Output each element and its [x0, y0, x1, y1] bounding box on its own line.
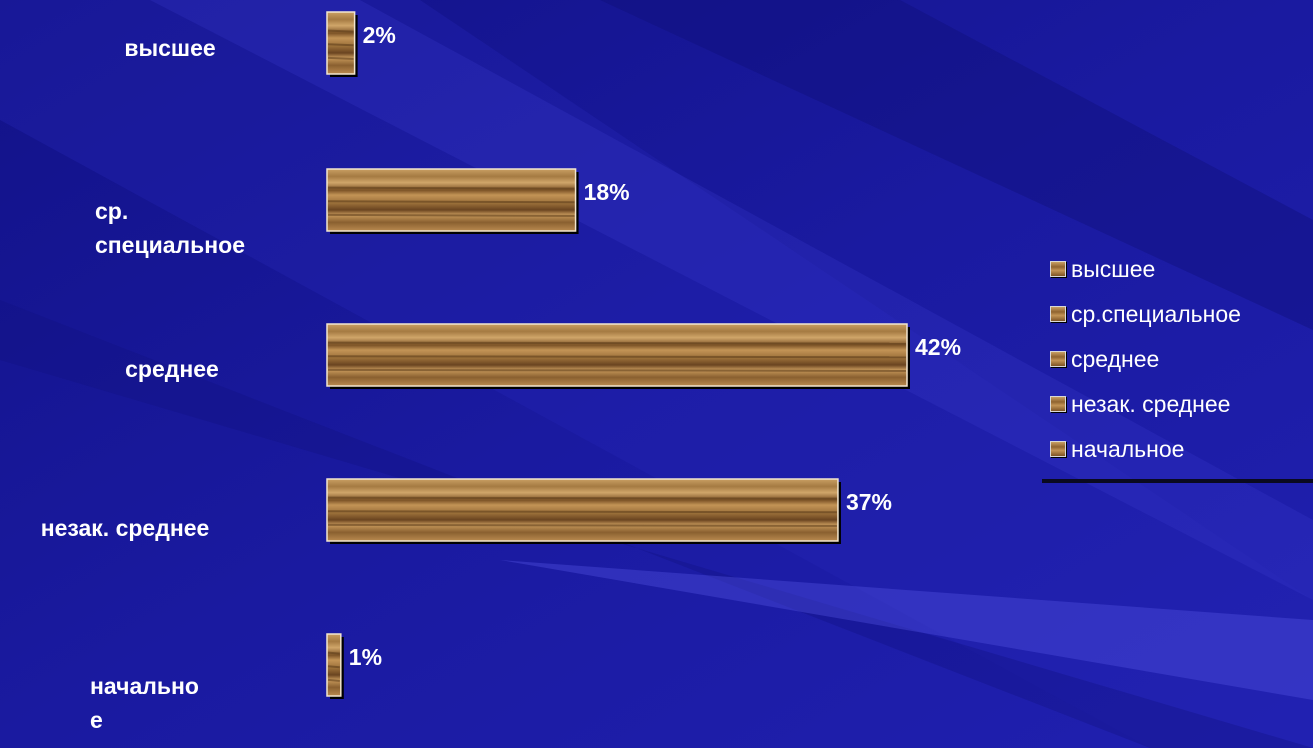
legend-item-5: начальное	[1050, 432, 1184, 466]
category-label-2: ср. специальное	[95, 198, 246, 258]
bar-4	[326, 478, 839, 542]
bar-grain-line	[327, 355, 907, 359]
bar-grain-line	[327, 368, 907, 372]
legend-underline	[1042, 479, 1313, 483]
legend-label: среднее	[1071, 345, 1160, 372]
bar-grain-line	[327, 29, 354, 33]
legend-swatch	[1050, 261, 1066, 277]
bar-grain-line	[327, 56, 354, 60]
bar-grain-line	[327, 665, 340, 669]
legend-label: высшее	[1071, 255, 1156, 282]
data-label-1: 2%	[362, 22, 396, 48]
legend-swatch	[1050, 396, 1066, 412]
bar-grain-line	[327, 200, 575, 204]
legend-swatch	[1050, 351, 1066, 367]
bar-grain-line	[327, 213, 575, 217]
bar-grain-line	[327, 651, 340, 655]
data-label-5: 1%	[348, 644, 383, 670]
legend-item-1: высшее	[1050, 252, 1155, 286]
bar-grain-line	[327, 341, 907, 345]
bar-grain-line	[327, 496, 837, 500]
legend-item-3: среднее	[1050, 342, 1159, 376]
data-label-2: 18%	[583, 179, 630, 205]
bar-3	[326, 323, 908, 387]
legend-label: начальное	[1071, 435, 1185, 462]
category-label-1: высшее	[124, 35, 216, 61]
legend-label: незак. среднее	[1071, 390, 1231, 417]
category-label-3: среднее	[125, 356, 219, 382]
bar-1	[326, 11, 356, 75]
chart-legend: высшее ср.специальное среднее незак. средне…	[1042, 252, 1313, 487]
data-label-4: 37%	[845, 489, 892, 515]
bar-grain-line	[327, 523, 837, 527]
legend-swatch	[1050, 306, 1066, 322]
bar-grain-line	[327, 510, 837, 514]
legend-item-4: незак. среднее	[1050, 387, 1230, 421]
bar-grain-line	[327, 678, 340, 682]
legend-label: ср.специальное	[1071, 300, 1241, 327]
bar-grain-line	[327, 186, 575, 190]
data-label-3: 42%	[915, 334, 962, 360]
legend-item-2: ср.специальное	[1050, 297, 1241, 331]
bar-grain-line	[327, 43, 354, 47]
bar-5	[326, 633, 342, 697]
category-label-4: незак. среднее	[40, 515, 210, 541]
category-label-5: начально е	[90, 673, 199, 733]
bar-2	[326, 168, 577, 232]
legend-swatch	[1050, 441, 1066, 457]
